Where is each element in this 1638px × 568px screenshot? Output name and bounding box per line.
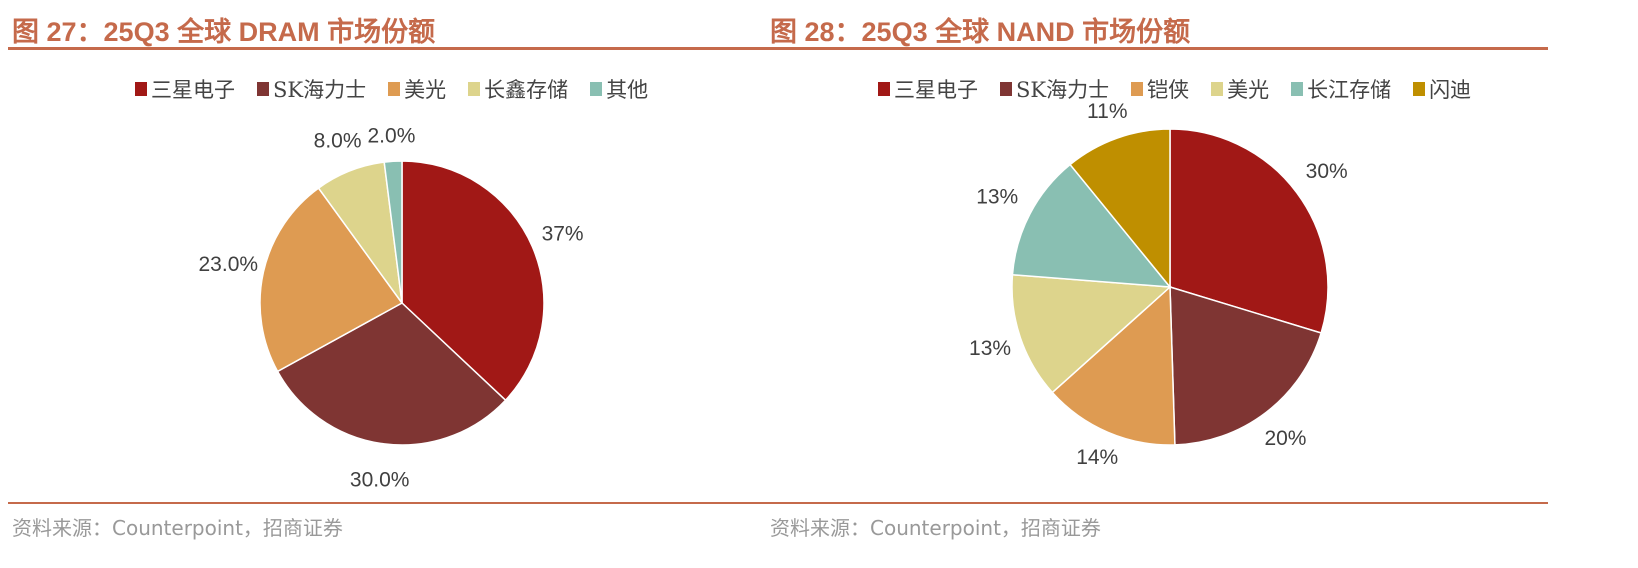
source-text: 资料来源：Counterpoint，招商证券 [12,516,343,540]
legend-item: 闪迪 [1413,74,1471,104]
legend-item: SK海力士 [257,74,366,104]
legend-item: 三星电子 [878,74,978,104]
legend-item: 三星电子 [135,74,235,104]
legend-item: 铠侠 [1131,74,1189,104]
legend-item: 美光 [388,74,446,104]
pie-slice-美光 [259,187,404,373]
legend-nand: 三星电子 SK海力士 铠侠 美光 长江存储 闪迪 [878,74,1471,104]
legend-label: 铠侠 [1147,78,1190,102]
legend-swatch [1131,82,1144,96]
legend-swatch [590,82,603,96]
pie-slice-闪迪 [1069,128,1171,290]
legend-item: 长鑫存储 [468,74,568,104]
legend-swatch [1413,82,1426,96]
title-rule [8,47,810,50]
legend-label: 三星电子 [151,78,235,102]
data-label: 37% [542,222,584,245]
legend-label: SK海力士 [273,78,367,102]
legend-dram: 三星电子 SK海力士 美光 长鑫存储 其他 [135,74,648,104]
data-label: 30.0% [350,469,410,492]
data-label: 13% [976,186,1018,209]
legend-label: SK海力士 [1016,78,1110,102]
data-label: 23.0% [199,253,259,276]
chart-title-dram: 图 27：25Q3 全球 DRAM 市场份额 [12,17,436,47]
source-rule [8,502,810,504]
data-label: 8.0% [314,129,362,152]
legend-label: 长鑫存储 [484,78,569,102]
pie-slice-三星电子 [1169,128,1329,334]
pie-slice-长江存储 [1011,163,1172,288]
pie-slice-其他 [383,160,403,304]
pie-slice-铠侠 [1051,285,1176,446]
legend-item: 其他 [590,74,648,104]
legend-swatch [1000,82,1012,96]
legend-swatch [257,82,269,96]
data-label: 14% [1076,446,1118,469]
data-label: 2.0% [368,124,416,147]
legend-label: 美光 [404,78,447,102]
legend-label: 美光 [1227,78,1270,102]
chart-title-nand: 图 28：25Q3 全球 NAND 市场份额 [770,17,1191,47]
legend-label: 长江存储 [1307,78,1392,102]
source-text: 资料来源：Counterpoint，招商证券 [770,516,1101,540]
source-rule [766,502,1548,504]
data-label: 30% [1306,160,1348,183]
legend-swatch [1211,82,1224,96]
title-rule [766,47,1548,50]
legend-label: 闪迪 [1429,78,1472,102]
legend-item: SK海力士 [1000,74,1109,104]
data-label: 13% [969,337,1011,360]
pie-slice-美光 [1011,273,1172,394]
legend-swatch [1291,82,1304,96]
legend-item: 美光 [1211,74,1269,104]
data-label: 20% [1264,427,1306,450]
legend-swatch [135,82,147,96]
legend-swatch [388,82,401,96]
data-label: 11% [1087,100,1127,123]
legend-swatch [468,82,481,96]
pie-slice-三星电子 [401,160,545,402]
legend-label: 其他 [606,78,649,102]
pie-slice-SK海力士 [1169,285,1323,446]
pie-slice-SK海力士 [276,302,507,446]
legend-swatch [878,82,890,96]
legend-label: 三星电子 [894,78,978,102]
legend-item: 长江存储 [1291,74,1391,104]
